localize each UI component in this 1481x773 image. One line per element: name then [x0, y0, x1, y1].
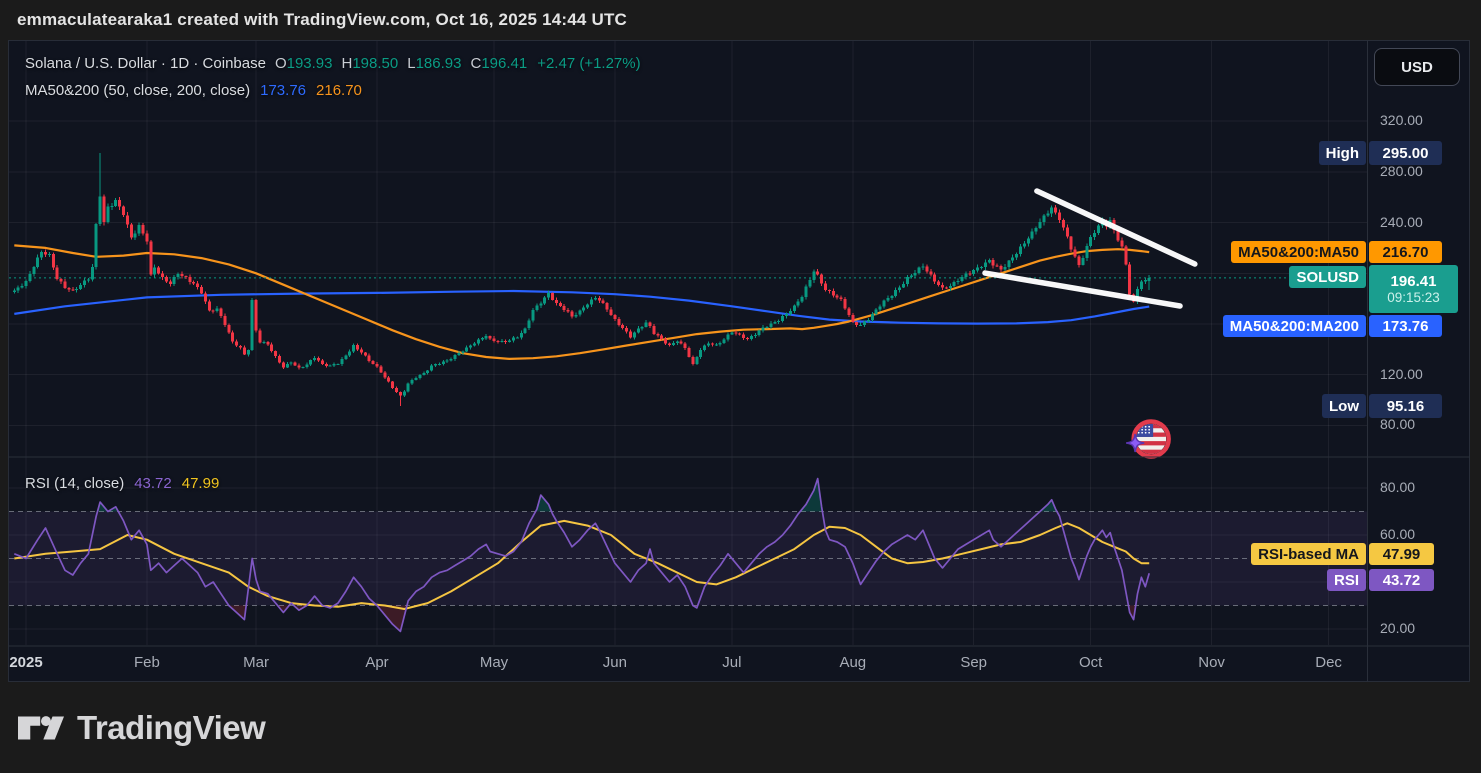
rsi-ma-line[interactable] — [14, 519, 1150, 610]
price-pane[interactable] — [9, 152, 1367, 407]
rsi-ma-value[interactable]: 47.99 — [1369, 543, 1434, 565]
tradingview-logo-icon[interactable] — [18, 711, 64, 745]
rsi-legend-value: 43.72 — [134, 475, 172, 492]
time-label: Jul — [722, 654, 742, 671]
gridlines — [9, 41, 1367, 645]
currency-label: USD — [1401, 58, 1433, 76]
time-label: Oct — [1079, 654, 1103, 671]
time-label: Aug — [839, 654, 867, 671]
close-value: 196.41 — [481, 55, 528, 72]
ma200-price-value[interactable]: 173.76 — [1369, 315, 1442, 337]
open-label: O — [274, 55, 287, 72]
pane-separators — [8, 40, 1470, 682]
low-marker-value: 95.16 — [1369, 394, 1442, 418]
last-price-value: 196.41 — [1390, 272, 1437, 290]
rsi-value[interactable]: 43.72 — [1369, 569, 1434, 591]
high-value: 198.50 — [352, 55, 399, 72]
rsi-ma-legend-value: 47.99 — [181, 475, 220, 492]
ma200-legend-value: 173.76 — [260, 82, 307, 99]
ma50-price-label[interactable]: MA50&200:MA50 — [1231, 241, 1366, 263]
high-label: H — [341, 55, 353, 72]
high-marker-label: High — [1318, 141, 1366, 165]
close-label: C — [470, 55, 482, 72]
time-label: Mar — [243, 654, 270, 671]
price-tick: 240.00 — [1380, 214, 1423, 230]
price-tick: 80.00 — [1380, 416, 1416, 432]
time-label: Feb — [133, 654, 160, 671]
falling-wedge-lower-trendline[interactable] — [982, 270, 1183, 309]
ma-indicator-title: MA50&200 (50, close, 200, close) — [25, 82, 251, 99]
us-flag-sticker[interactable] — [1126, 419, 1171, 459]
symbol-title: Solana / U.S. Dollar · 1D · Coinbase — [25, 55, 266, 72]
time-label: Dec — [1315, 654, 1342, 671]
sparkle-cursor-icon — [1126, 433, 1145, 453]
price-tick: 280.00 — [1380, 163, 1423, 179]
ma200-price-label[interactable]: MA50&200:MA200 — [1222, 315, 1366, 337]
ma50-legend-value: 216.70 — [316, 82, 362, 99]
open-value: 193.93 — [286, 55, 333, 72]
ma-legend-row[interactable]: MA50&200 (50, close, 200, close) 173.76 … — [25, 82, 362, 99]
rsi-tick: 60.00 — [1380, 526, 1416, 542]
high-marker-value: 295.00 — [1369, 141, 1442, 165]
change-value: +2.47 (+1.27%) — [537, 55, 641, 72]
time-label: Nov — [1198, 654, 1225, 671]
bar-countdown: 09:15:23 — [1387, 289, 1440, 305]
symbol-price-label[interactable]: SOLUSD — [1289, 266, 1366, 288]
time-label: Sep — [960, 654, 988, 671]
last-price-label[interactable]: 196.41 09:15:23 — [1369, 265, 1458, 313]
rsi-legend-row[interactable]: RSI (14, close) 43.72 47.99 — [25, 475, 219, 492]
tradingview-wordmark[interactable]: TradingView — [77, 708, 266, 746]
attribution-bar: emmaculatearaka1 created with TradingVie… — [0, 0, 1481, 40]
candlestick-series[interactable] — [12, 152, 1151, 407]
low-marker-label: Low — [1322, 394, 1366, 418]
time-label: Jun — [602, 654, 627, 671]
falling-wedge-upper-trendline[interactable] — [1034, 188, 1198, 267]
attribution-text: emmaculatearaka1 created with TradingVie… — [17, 10, 628, 29]
time-label: May — [479, 654, 509, 671]
rsi-ma-label[interactable]: RSI-based MA — [1251, 543, 1366, 565]
rsi-indicator-title: RSI (14, close) — [25, 475, 125, 492]
ma50-line[interactable] — [14, 244, 1150, 360]
rsi-tick: 80.00 — [1380, 479, 1416, 495]
rsi-label[interactable]: RSI — [1326, 569, 1366, 591]
price-tick: 320.00 — [1380, 112, 1423, 128]
currency-toggle-button[interactable]: USD — [1374, 48, 1460, 86]
rsi-line[interactable] — [13, 477, 1151, 633]
symbol-legend-row[interactable]: Solana / U.S. Dollar · 1D · Coinbase O 1… — [25, 55, 641, 72]
rsi-pane[interactable] — [9, 477, 1367, 633]
time-label: Apr — [365, 654, 389, 671]
ma50-price-value[interactable]: 216.70 — [1369, 241, 1442, 263]
price-tick: 120.00 — [1380, 366, 1423, 382]
low-value: 186.93 — [415, 55, 462, 72]
time-label: 2025 — [9, 654, 43, 671]
us-flag-sticker-icon — [1136, 423, 1167, 454]
footer-bar: TradingView — [0, 682, 1481, 773]
rsi-tick: 20.00 — [1380, 620, 1416, 636]
ma200-line[interactable] — [14, 289, 1150, 325]
low-label: L — [407, 55, 416, 72]
